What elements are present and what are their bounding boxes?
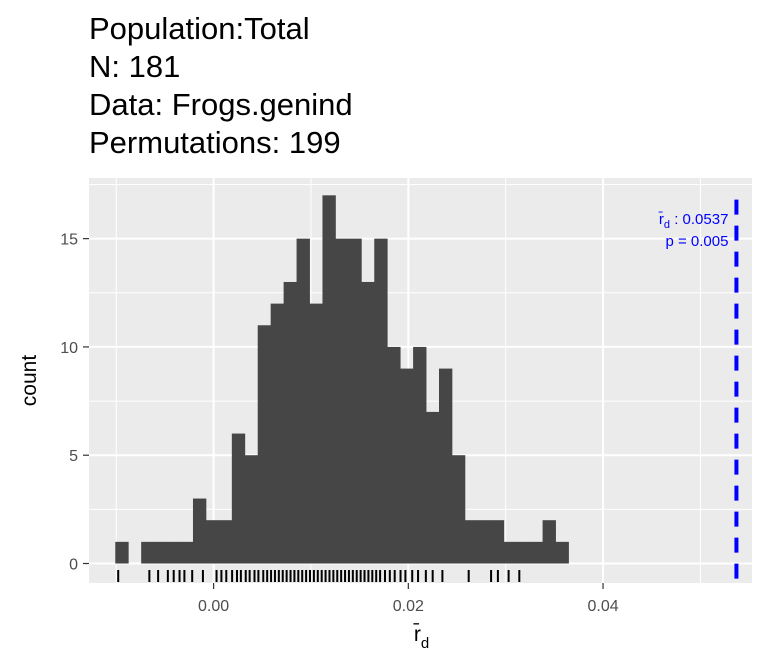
histogram-bar <box>438 368 453 564</box>
histogram-bar <box>503 541 518 564</box>
histogram-bar <box>400 368 414 564</box>
title-population: Population:Total <box>89 11 310 46</box>
histogram-bar <box>335 238 349 564</box>
axes: 0.00 0.02 0.04 0 5 10 15 r̄d count <box>18 232 619 652</box>
y-tick-label: 15 <box>60 232 78 249</box>
x-tick-label: 0.02 <box>393 598 424 615</box>
histogram-bar <box>218 520 233 564</box>
histogram-bars <box>115 195 569 564</box>
x-axis-title: r̄d <box>413 622 429 652</box>
histogram-bar <box>555 541 569 564</box>
histogram-bar <box>180 541 194 564</box>
histogram-bar <box>115 541 129 564</box>
histogram-bar <box>270 303 285 564</box>
x-tick-label: 0.04 <box>587 598 618 615</box>
observed-line-group: r̄d : 0.0537 p = 0.005 <box>658 199 739 583</box>
histogram-bar <box>296 238 310 564</box>
histogram-bar <box>361 281 375 564</box>
histogram-bar <box>309 303 323 564</box>
histogram-bar <box>348 238 362 564</box>
y-tick-label: 10 <box>60 340 78 357</box>
histogram-bar <box>192 498 207 564</box>
x-tick-label: 0.00 <box>198 598 229 615</box>
histogram-bar <box>205 520 220 564</box>
histogram-bar <box>464 520 479 564</box>
histogram-bar <box>490 520 505 564</box>
title-n: N: 181 <box>89 49 181 84</box>
histogram-bar <box>167 541 181 564</box>
rug-marks <box>117 570 521 582</box>
y-tick-label: 5 <box>69 448 78 465</box>
histogram-bar <box>244 455 259 564</box>
histogram-bar <box>283 281 297 564</box>
title-data: Data: Frogs.genind <box>89 87 353 122</box>
histogram-bar <box>387 346 401 564</box>
title-permutations: Permutations: 199 <box>89 125 341 160</box>
histogram-bar <box>542 520 556 564</box>
y-tick-label: 0 <box>69 557 78 574</box>
histogram-bar <box>451 455 466 564</box>
histogram-bar <box>154 541 168 564</box>
histogram-bar <box>141 541 155 564</box>
histogram-bar <box>529 541 543 564</box>
histogram-bar <box>257 325 272 564</box>
histogram-bar <box>374 238 388 564</box>
histogram-bar <box>477 520 492 564</box>
histogram-bar <box>426 411 440 564</box>
histogram-bar <box>413 346 427 564</box>
observed-value-label: r̄d : 0.0537 <box>658 211 729 231</box>
p-value-label: p = 0.005 <box>665 233 728 250</box>
y-axis-title: count <box>18 355 41 407</box>
histogram-bar <box>516 541 531 564</box>
histogram-bar <box>322 195 336 564</box>
histogram-bar <box>231 433 246 564</box>
plot-title: Population:Total N: 181 Data: Frogs.geni… <box>89 10 729 162</box>
